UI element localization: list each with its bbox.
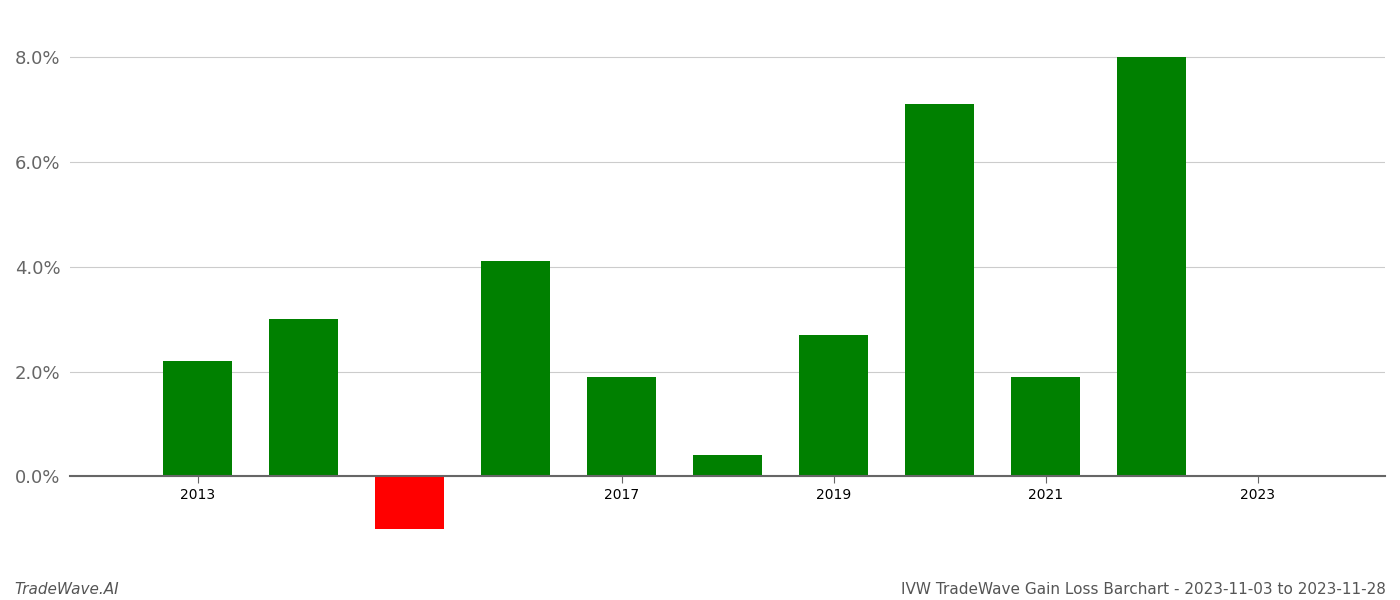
Bar: [799, 335, 868, 476]
Text: TradeWave.AI: TradeWave.AI: [14, 582, 119, 597]
Bar: [164, 361, 232, 476]
Bar: [1011, 377, 1081, 476]
Bar: [482, 262, 550, 476]
Bar: [1117, 57, 1186, 476]
Text: IVW TradeWave Gain Loss Barchart - 2023-11-03 to 2023-11-28: IVW TradeWave Gain Loss Barchart - 2023-…: [902, 582, 1386, 597]
Bar: [587, 377, 657, 476]
Bar: [906, 104, 974, 476]
Bar: [269, 319, 337, 476]
Bar: [375, 476, 444, 529]
Bar: [693, 455, 762, 476]
